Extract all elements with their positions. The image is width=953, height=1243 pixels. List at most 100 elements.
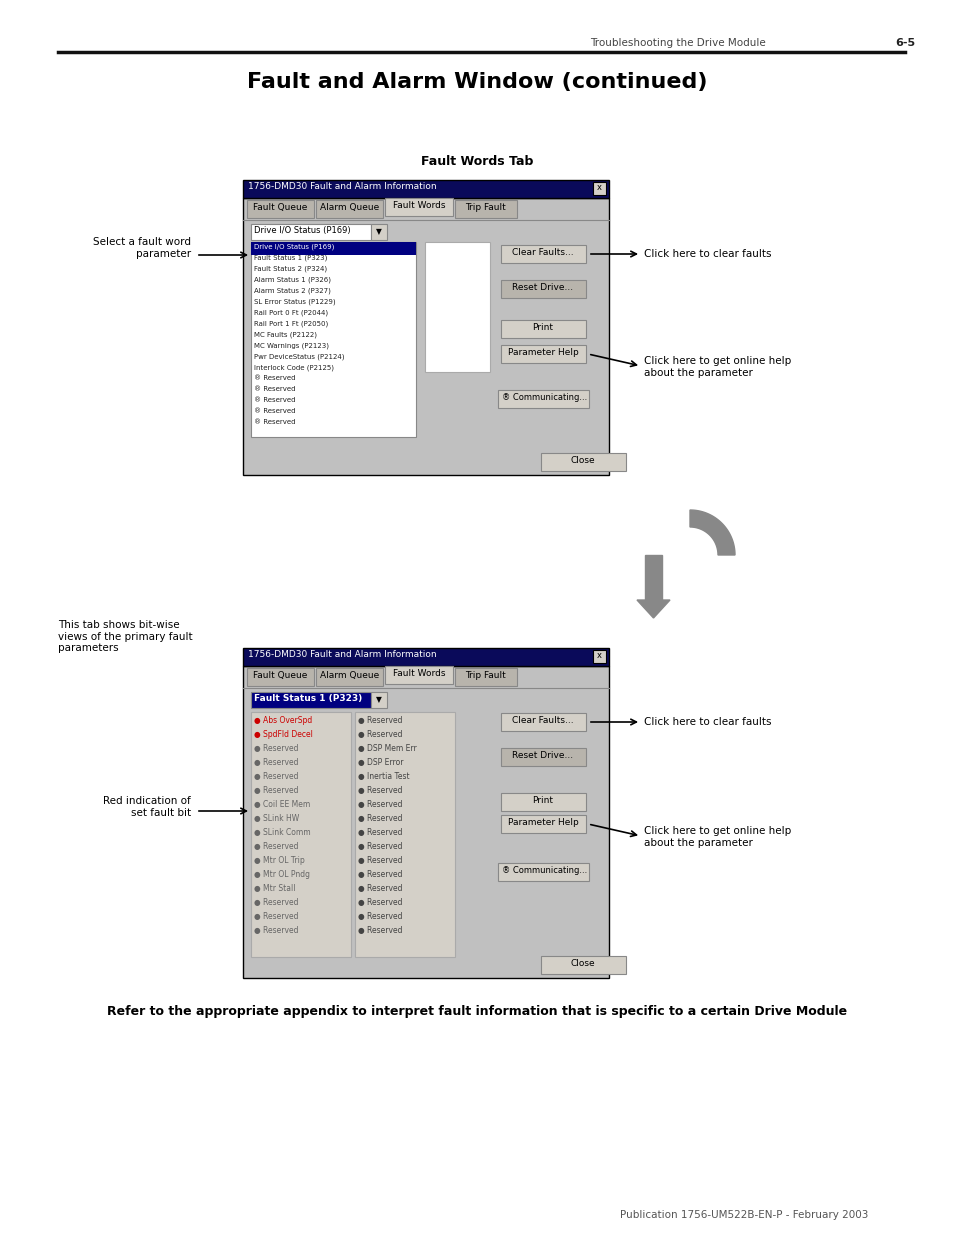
FancyBboxPatch shape bbox=[500, 346, 585, 363]
Text: Drive I/O Status (P169): Drive I/O Status (P169) bbox=[253, 226, 351, 235]
Text: Drive I/O Status (P169): Drive I/O Status (P169) bbox=[253, 242, 334, 250]
Text: Alarm Queue: Alarm Queue bbox=[320, 203, 379, 213]
Text: Fault Words: Fault Words bbox=[393, 669, 445, 677]
Text: Fault Words Tab: Fault Words Tab bbox=[420, 155, 533, 168]
Text: ● Reserved: ● Reserved bbox=[357, 870, 402, 879]
Text: ● SLink HW: ● SLink HW bbox=[253, 814, 299, 823]
Text: Click here to clear faults: Click here to clear faults bbox=[643, 249, 771, 259]
Text: ● Reserved: ● Reserved bbox=[357, 730, 402, 740]
Text: ® Reserved: ® Reserved bbox=[253, 397, 295, 403]
Text: Trip Fault: Trip Fault bbox=[465, 671, 505, 680]
Text: ● Mtr OL Pndg: ● Mtr OL Pndg bbox=[253, 870, 310, 879]
Text: Alarm Status 2 (P327): Alarm Status 2 (P327) bbox=[253, 287, 331, 293]
Text: Alarm Queue: Alarm Queue bbox=[320, 671, 379, 680]
Text: ® Reserved: ® Reserved bbox=[253, 419, 295, 425]
Text: ● Reserved: ● Reserved bbox=[253, 758, 298, 767]
FancyBboxPatch shape bbox=[243, 648, 608, 666]
Text: ● DSP Error: ● DSP Error bbox=[357, 758, 403, 767]
Text: ▼: ▼ bbox=[375, 695, 381, 704]
Text: ● Reserved: ● Reserved bbox=[357, 716, 402, 725]
Text: Reset Drive...: Reset Drive... bbox=[512, 751, 573, 759]
Text: Fault Queue: Fault Queue bbox=[253, 203, 308, 213]
Text: Alarm Status 1 (P326): Alarm Status 1 (P326) bbox=[253, 276, 331, 282]
FancyBboxPatch shape bbox=[315, 200, 383, 218]
Text: ● Reserved: ● Reserved bbox=[253, 897, 298, 907]
Text: ● Reserved: ● Reserved bbox=[357, 800, 402, 809]
Text: Fault Queue: Fault Queue bbox=[253, 671, 308, 680]
FancyBboxPatch shape bbox=[251, 692, 371, 709]
Text: ● Reserved: ● Reserved bbox=[357, 884, 402, 892]
FancyBboxPatch shape bbox=[251, 242, 416, 438]
FancyBboxPatch shape bbox=[247, 200, 314, 218]
FancyBboxPatch shape bbox=[500, 815, 585, 833]
Text: MC Faults (P2122): MC Faults (P2122) bbox=[253, 331, 316, 338]
Text: ● Reserved: ● Reserved bbox=[357, 856, 402, 865]
FancyBboxPatch shape bbox=[500, 280, 585, 298]
FancyBboxPatch shape bbox=[500, 793, 585, 810]
FancyBboxPatch shape bbox=[500, 713, 585, 731]
FancyBboxPatch shape bbox=[500, 319, 585, 338]
Text: Print: Print bbox=[532, 796, 553, 805]
Text: ● Reserved: ● Reserved bbox=[357, 926, 402, 935]
Text: ● Mtr OL Trip: ● Mtr OL Trip bbox=[253, 856, 304, 865]
Text: ● SpdFld Decel: ● SpdFld Decel bbox=[253, 730, 313, 740]
FancyBboxPatch shape bbox=[540, 956, 625, 975]
Text: Pwr DeviceStatus (P2124): Pwr DeviceStatus (P2124) bbox=[253, 353, 344, 359]
Text: ● Reserved: ● Reserved bbox=[253, 926, 298, 935]
Text: x: x bbox=[596, 651, 601, 660]
Text: Interlock Code (P2125): Interlock Code (P2125) bbox=[253, 364, 334, 370]
FancyBboxPatch shape bbox=[455, 667, 517, 686]
FancyBboxPatch shape bbox=[247, 667, 314, 686]
Text: ● Inertia Test: ● Inertia Test bbox=[357, 772, 409, 781]
Text: Click here to clear faults: Click here to clear faults bbox=[643, 717, 771, 727]
FancyBboxPatch shape bbox=[385, 198, 452, 216]
Text: Reset Drive...: Reset Drive... bbox=[512, 283, 573, 292]
Text: ● Reserved: ● Reserved bbox=[253, 772, 298, 781]
Text: ● Coil EE Mem: ● Coil EE Mem bbox=[253, 800, 310, 809]
Text: Rail Port 0 Ft (P2044): Rail Port 0 Ft (P2044) bbox=[253, 310, 328, 316]
Text: MC Warnings (P2123): MC Warnings (P2123) bbox=[253, 342, 329, 348]
Text: Click here to get online help
about the parameter: Click here to get online help about the … bbox=[643, 827, 790, 848]
Text: ® Reserved: ® Reserved bbox=[253, 375, 295, 382]
FancyBboxPatch shape bbox=[251, 224, 371, 240]
FancyBboxPatch shape bbox=[593, 650, 605, 663]
FancyBboxPatch shape bbox=[500, 748, 585, 766]
Text: ® Communicating...: ® Communicating... bbox=[501, 866, 587, 875]
Text: Close: Close bbox=[570, 960, 595, 968]
FancyBboxPatch shape bbox=[243, 666, 608, 978]
Text: ● Reserved: ● Reserved bbox=[253, 842, 298, 851]
Text: Fault Status 1 (P323): Fault Status 1 (P323) bbox=[253, 254, 327, 261]
Text: ● Reserved: ● Reserved bbox=[357, 912, 402, 921]
FancyBboxPatch shape bbox=[424, 242, 490, 372]
Text: Parameter Help: Parameter Help bbox=[507, 348, 578, 357]
Polygon shape bbox=[689, 510, 734, 556]
Text: Fault Words: Fault Words bbox=[393, 201, 445, 210]
Text: Red indication of
set fault bit: Red indication of set fault bit bbox=[103, 796, 191, 818]
Text: Fault and Alarm Window (continued): Fault and Alarm Window (continued) bbox=[247, 72, 706, 92]
Text: SL Error Status (P1229): SL Error Status (P1229) bbox=[253, 298, 335, 305]
Text: Clear Faults...: Clear Faults... bbox=[512, 249, 573, 257]
Text: ● Abs OverSpd: ● Abs OverSpd bbox=[253, 716, 312, 725]
Text: Refer to the appropriate appendix to interpret fault information that is specifi: Refer to the appropriate appendix to int… bbox=[107, 1006, 846, 1018]
Text: ● Reserved: ● Reserved bbox=[357, 828, 402, 837]
Text: ● Reserved: ● Reserved bbox=[357, 897, 402, 907]
Text: 6-5: 6-5 bbox=[894, 39, 914, 48]
Text: Trip Fault: Trip Fault bbox=[465, 203, 505, 213]
FancyBboxPatch shape bbox=[243, 198, 608, 475]
Polygon shape bbox=[637, 600, 669, 618]
Text: ● Mtr Stall: ● Mtr Stall bbox=[253, 884, 295, 892]
FancyBboxPatch shape bbox=[455, 200, 517, 218]
Text: ® Reserved: ® Reserved bbox=[253, 387, 295, 392]
Text: ® Reserved: ® Reserved bbox=[253, 408, 295, 414]
Text: ● Reserved: ● Reserved bbox=[253, 912, 298, 921]
Text: Click here to get online help
about the parameter: Click here to get online help about the … bbox=[643, 355, 790, 378]
FancyBboxPatch shape bbox=[497, 390, 588, 408]
Text: ● Reserved: ● Reserved bbox=[253, 745, 298, 753]
Text: Fault Status 2 (P324): Fault Status 2 (P324) bbox=[253, 265, 327, 271]
Text: Rail Port 1 Ft (P2050): Rail Port 1 Ft (P2050) bbox=[253, 319, 328, 327]
FancyBboxPatch shape bbox=[243, 180, 608, 198]
FancyBboxPatch shape bbox=[593, 181, 605, 195]
FancyBboxPatch shape bbox=[500, 245, 585, 264]
FancyBboxPatch shape bbox=[355, 712, 455, 957]
Polygon shape bbox=[644, 556, 661, 600]
